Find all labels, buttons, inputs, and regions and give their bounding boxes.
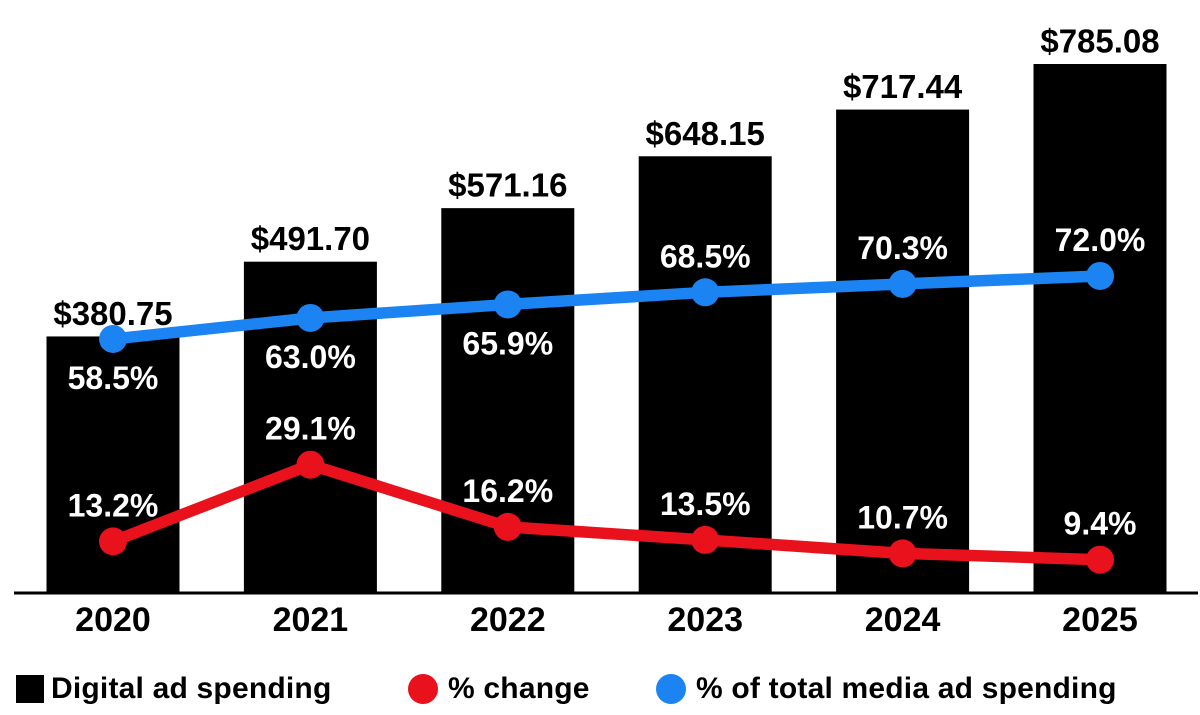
percent-of-total-dot-2020 — [99, 324, 127, 353]
legend-square-marker-icon — [16, 674, 44, 703]
percent-change-label-2023: 13.5% — [660, 486, 751, 522]
bar-2025 — [1033, 64, 1167, 593]
percent-of-total-label-2025: 72.0% — [1055, 222, 1146, 258]
legend-item-percent-change: % change — [408, 662, 590, 715]
bar-value-label-2025: $785.08 — [1040, 23, 1159, 60]
legend-item-digital-ad-spending: Digital ad spending — [16, 662, 331, 715]
percent-of-total-line — [107, 270, 1106, 345]
percent-change-dot-2021 — [296, 450, 325, 479]
year-label-2021: 2021 — [273, 601, 349, 639]
percent-of-total-dot-2023 — [691, 278, 720, 307]
percent-change-label-2020: 13.2% — [68, 487, 159, 523]
percent-change-dot-2023 — [691, 525, 720, 554]
percent-change-label-2021: 29.1% — [265, 411, 356, 447]
percent-change-dot-2020 — [99, 527, 127, 556]
chart-canvas: $380.75 $491.70 $571.16 $648.15 $717.44 $785.… — [14, 23, 1198, 639]
percent-of-total-dot-2021 — [296, 303, 325, 332]
legend-label: % of total media ad spending — [696, 671, 1117, 705]
percent-of-total-label-2021: 63.0% — [265, 339, 356, 375]
percent-of-total-label-2020: 58.5% — [68, 360, 159, 396]
bar-value-label-2022: $571.16 — [448, 167, 567, 204]
chart-legend: Digital ad spending % change % of total … — [0, 662, 1200, 715]
bar-value-label-2023: $648.15 — [646, 115, 765, 152]
bar-2023 — [638, 156, 772, 593]
year-label-2024: 2024 — [865, 601, 941, 639]
percent-change-dot-2022 — [493, 512, 522, 541]
legend-circle-marker-icon — [656, 673, 686, 704]
percent-of-total-label-2023: 68.5% — [660, 238, 751, 274]
percent-of-total-dot-2024 — [888, 269, 917, 298]
percent-change-label-2024: 10.7% — [857, 499, 948, 535]
year-label-2020: 2020 — [75, 601, 151, 639]
percent-of-total-dot-2025 — [1086, 261, 1114, 290]
legend-circle-marker-icon — [408, 673, 438, 704]
percent-change-line — [107, 458, 1106, 566]
percent-of-total-label-2024: 70.3% — [857, 230, 948, 266]
bar-2024 — [836, 109, 970, 593]
x-axis-line — [14, 591, 1198, 595]
percent-change-dot-2024 — [888, 539, 917, 568]
year-label-2025: 2025 — [1062, 601, 1138, 639]
bar-value-label-2020: $380.75 — [53, 295, 172, 332]
percent-of-total-dot-2022 — [493, 290, 522, 319]
percent-change-dot-2025 — [1086, 545, 1114, 574]
legend-item-percent-of-total-media: % of total media ad spending — [656, 662, 1117, 715]
percent-change-label-2022: 16.2% — [462, 473, 553, 509]
legend-label: Digital ad spending — [51, 671, 332, 705]
percent-change-label-2025: 9.4% — [1064, 506, 1137, 542]
year-label-2023: 2023 — [667, 601, 743, 639]
bar-value-label-2021: $491.70 — [251, 220, 370, 257]
percent-of-total-label-2022: 65.9% — [462, 325, 553, 361]
bar-value-label-2024: $717.44 — [843, 68, 963, 105]
year-label-2022: 2022 — [470, 601, 546, 639]
legend-label: % change — [448, 671, 590, 705]
